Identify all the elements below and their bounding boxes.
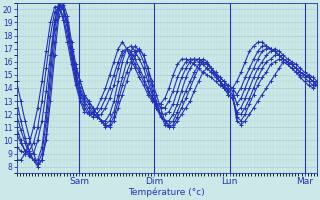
X-axis label: Température (°c): Température (°c): [129, 188, 205, 197]
